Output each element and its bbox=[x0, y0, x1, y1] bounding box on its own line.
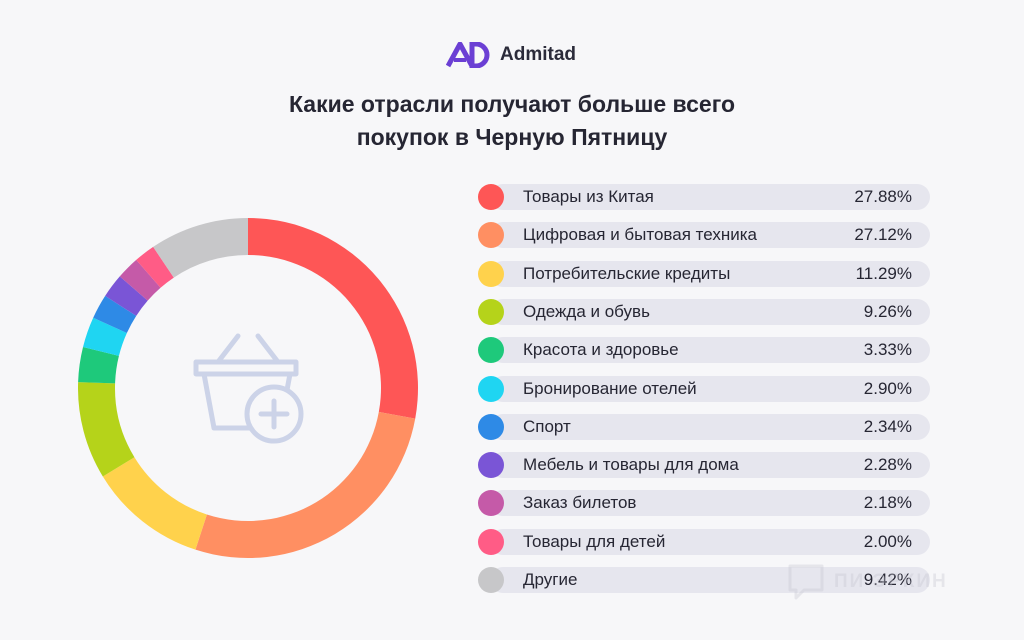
basket-plus-icon bbox=[193, 333, 304, 444]
legend-item: Одежда и обувь 9.26% bbox=[478, 298, 930, 325]
legend-label: Потребительские кредиты bbox=[523, 263, 731, 283]
legend-label: Спорт bbox=[523, 416, 571, 436]
legend-item: Цифровая и бытовая техника 27.12% bbox=[478, 222, 930, 249]
legend-color-dot bbox=[478, 184, 504, 210]
title-line-2: покупок в Черную Пятницу bbox=[356, 124, 668, 150]
legend-item: Мебель и товары для дома 2.28% bbox=[478, 452, 930, 479]
donut-slice bbox=[153, 218, 248, 278]
legend-item: Потребительские кредиты 11.29% bbox=[478, 260, 930, 287]
brand-name: Admitad bbox=[500, 44, 576, 65]
brand-logo: Admitad bbox=[446, 40, 576, 70]
legend-color-dot bbox=[478, 260, 504, 287]
legend-item-background bbox=[490, 452, 930, 479]
legend-item-background bbox=[490, 222, 930, 249]
watermark-text: ПИ ЭРКИН bbox=[834, 571, 948, 592]
donut-slice bbox=[119, 259, 161, 301]
donut-slice bbox=[78, 346, 119, 384]
legend-item-background bbox=[490, 375, 930, 402]
donut-svg bbox=[78, 218, 419, 558]
legend-item-background bbox=[490, 260, 930, 287]
legend-item-background bbox=[490, 413, 930, 440]
donut-slice bbox=[102, 457, 207, 550]
legend-label: Одежда и обувь bbox=[523, 301, 650, 321]
legend-color-dot bbox=[478, 452, 504, 479]
legend-item-background bbox=[490, 184, 930, 210]
donut-slice bbox=[83, 317, 127, 356]
page-title: Какие отрасли получают больше всего поку… bbox=[0, 88, 1024, 154]
legend-value: 2.00% bbox=[863, 531, 912, 551]
legend-color-dot bbox=[478, 413, 504, 440]
legend-color-dot bbox=[478, 490, 504, 517]
legend-item-background bbox=[490, 490, 930, 517]
legend-item: Заказ билетов 2.18% bbox=[478, 490, 930, 517]
donut-slice bbox=[136, 246, 174, 288]
legend-item: Товары из Китая 27.88% bbox=[478, 184, 930, 210]
legend-value: 2.90% bbox=[863, 378, 912, 398]
legend-item: Красота и здоровье 3.33% bbox=[478, 337, 930, 364]
legend-label: Товары для детей bbox=[523, 531, 666, 551]
legend-value: 3.33% bbox=[863, 340, 912, 360]
legend-label: Цифровая и бытовая техника bbox=[523, 225, 757, 245]
legend-value: 11.29% bbox=[855, 263, 912, 283]
legend-color-dot bbox=[478, 528, 504, 555]
donut-slice bbox=[248, 218, 419, 419]
legend-item: Другие 9.42% bbox=[478, 567, 930, 593]
donut-slice bbox=[105, 276, 148, 316]
legend-label: Мебель и товары для дома bbox=[523, 455, 739, 475]
legend-item: Товары для детей 2.00% bbox=[478, 528, 930, 555]
donut-slice bbox=[78, 382, 135, 477]
legend-color-dot bbox=[478, 375, 504, 402]
legend-color-dot bbox=[478, 567, 504, 593]
donut-slice bbox=[195, 411, 416, 558]
legend-value: 27.12% bbox=[854, 225, 912, 245]
legend-value: 9.42% bbox=[863, 570, 912, 589]
legend-item: Бронирование отелей 2.90% bbox=[478, 375, 930, 402]
legend-label: Бронирование отелей bbox=[523, 378, 697, 398]
comment-icon bbox=[788, 564, 824, 600]
legend-item: Спорт 2.34% bbox=[478, 413, 930, 440]
legend-item-background bbox=[490, 567, 930, 593]
legend-value: 27.88% bbox=[854, 187, 912, 206]
legend-value: 2.18% bbox=[863, 493, 912, 513]
legend-value: 2.28% bbox=[863, 455, 912, 475]
donut-chart bbox=[78, 218, 419, 558]
legend-color-dot bbox=[478, 337, 504, 364]
legend-label: Другие bbox=[523, 570, 578, 589]
title-line-1: Какие отрасли получают больше всего bbox=[288, 91, 736, 117]
watermark: ПИ ЭРКИН bbox=[786, 562, 948, 602]
admitad-ad-logo-icon bbox=[446, 42, 490, 68]
legend-item-background bbox=[490, 528, 930, 555]
legend-value: 9.26% bbox=[863, 301, 912, 321]
legend-label: Товары из Китая bbox=[523, 187, 654, 206]
legend-item-background bbox=[490, 298, 930, 325]
legend-label: Красота и здоровье bbox=[523, 340, 679, 360]
legend-value: 2.34% bbox=[863, 416, 912, 436]
legend-color-dot bbox=[478, 222, 504, 249]
legend-color-dot bbox=[478, 298, 504, 325]
donut-slice bbox=[93, 295, 137, 334]
legend-label: Заказ билетов bbox=[523, 493, 637, 513]
legend-item-background bbox=[490, 337, 930, 364]
